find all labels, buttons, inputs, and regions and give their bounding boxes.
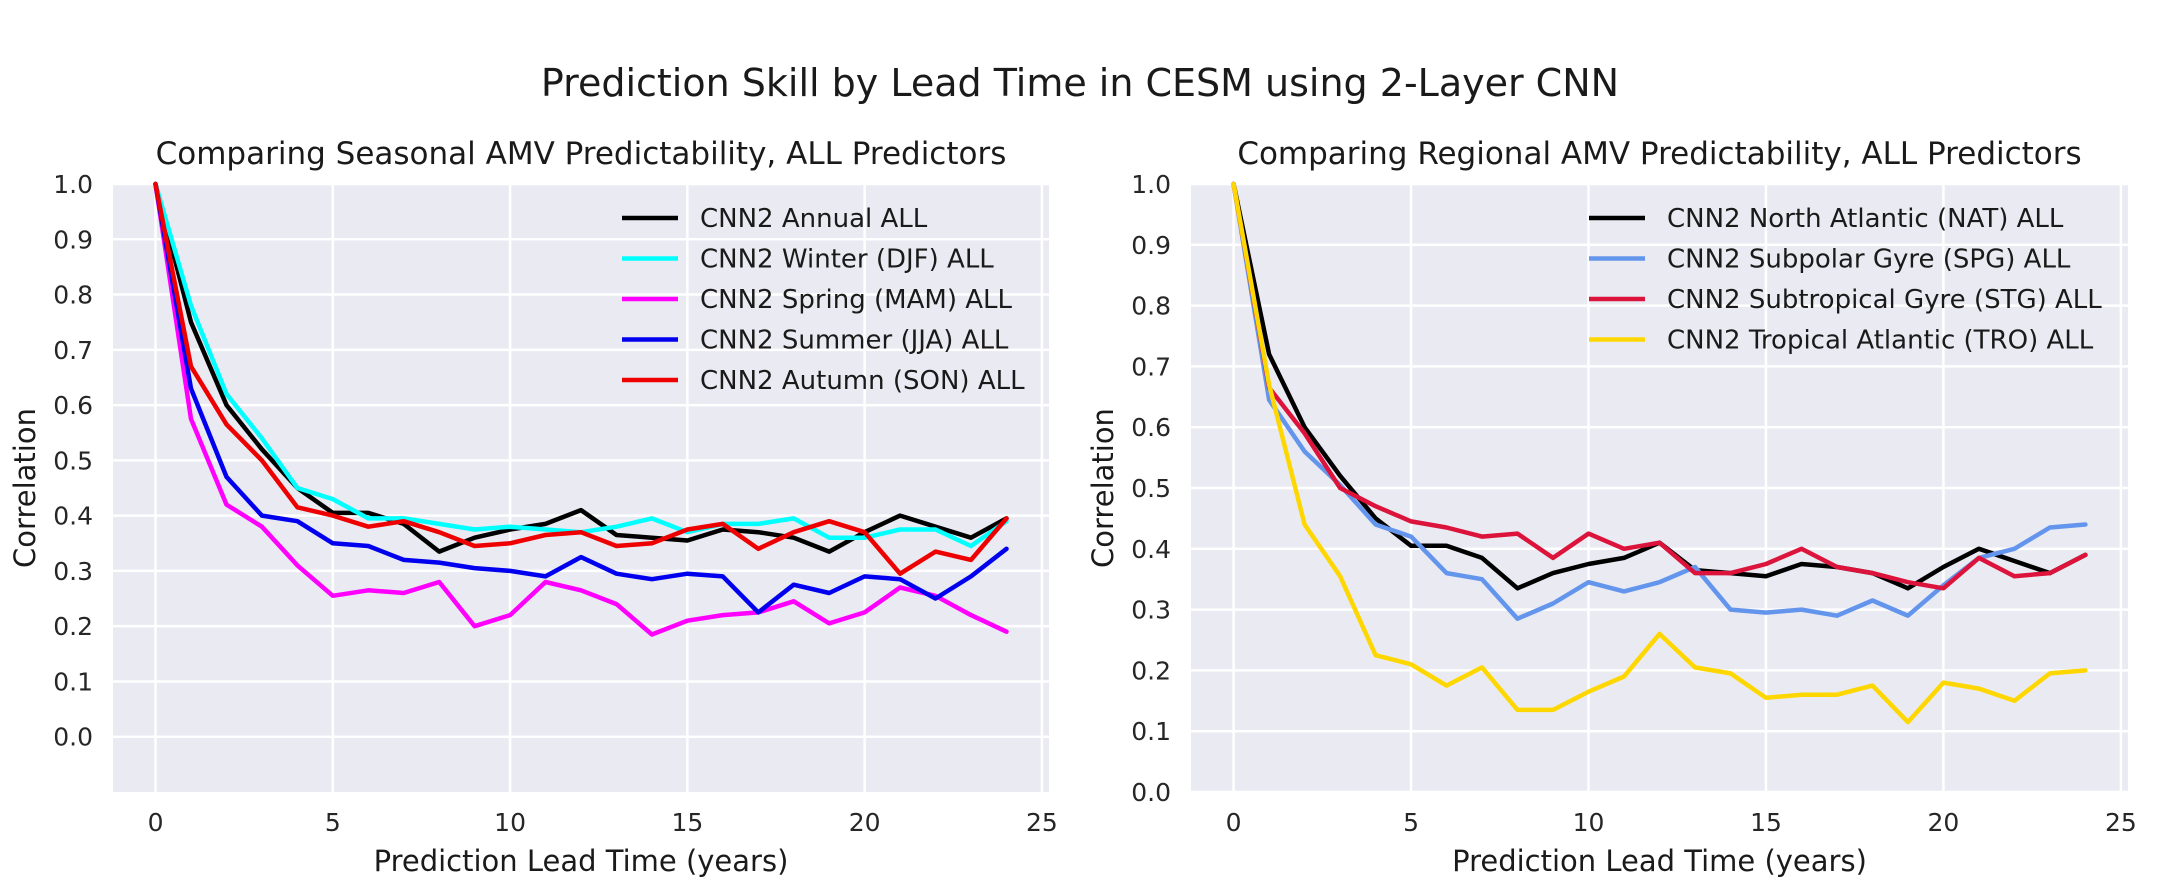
x-tick-label: 0	[1226, 808, 1242, 837]
y-tick-label: 0.0	[53, 723, 93, 752]
figure-suptitle: Prediction Skill by Lead Time in CESM us…	[541, 61, 1619, 105]
chart-title: Comparing Seasonal AMV Predictability, A…	[156, 136, 1007, 172]
legend-entry: CNN2 Subtropical Gyre (STG) ALL	[1667, 285, 2102, 315]
x-tick-label: 5	[1403, 808, 1419, 837]
y-tick-label: 1.0	[1131, 170, 1171, 199]
legend-entry: CNN2 Spring (MAM) ALL	[700, 285, 1013, 315]
y-tick-label: 0.6	[53, 391, 93, 420]
series-line-3	[153, 181, 1009, 615]
x-tick-label: 5	[325, 808, 341, 837]
chart-panel-regional: 0 5 10 15 20 25 0.0 0.1 0.2 0.3 0.4 0.5 0.6 0.7 0.8 0.9…	[1086, 136, 2137, 878]
y-tick-label: 0.5	[53, 446, 93, 475]
x-tick-label: 25	[2105, 808, 2137, 837]
y-tick-label: 0.3	[1131, 596, 1171, 625]
y-tick-label: 0.4	[1131, 535, 1171, 564]
series-line-3	[1231, 181, 2088, 725]
x-tick-label: 15	[1750, 808, 1782, 837]
legend-entry: CNN2 Tropical Atlantic (TRO) ALL	[1667, 326, 2094, 356]
legend-entry: CNN2 Subpolar Gyre (SPG) ALL	[1667, 245, 2071, 275]
y-tick-label: 0.7	[53, 336, 93, 365]
y-tick-label: 0.1	[1131, 717, 1171, 746]
x-tick-label: 10	[494, 808, 526, 837]
x-tick-label: 20	[849, 808, 881, 837]
y-tick-label: 0.8	[53, 281, 93, 310]
y-tick-label: 0.6	[1131, 413, 1171, 442]
y-tick-label: 0.1	[53, 667, 93, 696]
chart-title: Comparing Regional AMV Predictability, A…	[1237, 136, 2081, 172]
x-tick-label: 20	[1928, 808, 1960, 837]
y-tick-label: 0.2	[53, 612, 93, 641]
y-axis-label: Correlation	[8, 408, 42, 568]
legend-entry: CNN2 Summer (JJA) ALL	[700, 326, 1009, 356]
x-tick-label: 0	[148, 808, 164, 837]
series-line-2	[153, 181, 1009, 637]
x-axis-label: Prediction Lead Time (years)	[374, 844, 789, 878]
y-tick-label: 0.9	[1131, 231, 1171, 260]
y-tick-label: 1.0	[53, 170, 93, 199]
y-tick-label: 0.5	[1131, 474, 1171, 503]
legend-entry: CNN2 Autumn (SON) ALL	[700, 366, 1025, 396]
legend-entry: CNN2 Winter (DJF) ALL	[700, 245, 994, 275]
x-tick-label: 25	[1026, 808, 1058, 837]
y-axis-label: Correlation	[1086, 408, 1120, 568]
x-axis-label: Prediction Lead Time (years)	[1452, 844, 1867, 878]
x-tick-label: 15	[671, 808, 703, 837]
y-tick-label: 0.8	[1131, 292, 1171, 321]
y-tick-label: 0.3	[53, 557, 93, 586]
plot-area	[113, 184, 1049, 792]
series-line-1	[1231, 181, 2088, 621]
y-tick-label: 0.7	[1131, 352, 1171, 381]
y-tick-label: 0.9	[53, 225, 93, 254]
y-tick-label: 0.0	[1131, 778, 1171, 807]
series-line-2	[1231, 181, 2088, 591]
y-tick-label: 0.4	[53, 502, 93, 531]
y-tick-label: 0.2	[1131, 656, 1171, 685]
legend-entry: CNN2 Annual ALL	[700, 204, 928, 234]
legend-entry: CNN2 North Atlantic (NAT) ALL	[1667, 204, 2064, 234]
series-line-4	[153, 181, 1009, 576]
x-tick-label: 10	[1573, 808, 1605, 837]
chart-panel-seasonal: 0 5 10 15 20 25 0.0 0.1 0.2 0.3 0.4 0.5 0.6 0.7 0.8 0.9…	[8, 136, 1058, 878]
